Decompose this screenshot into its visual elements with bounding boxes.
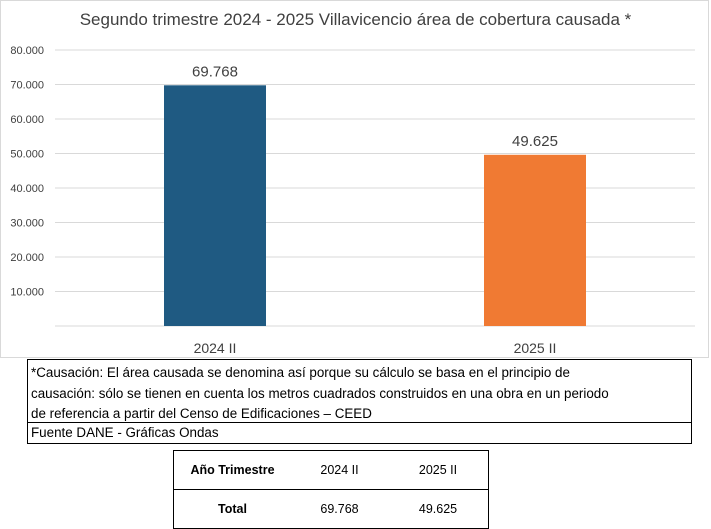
y-tick-label: 40.000 [10,183,44,195]
footnote-divider [28,422,691,423]
source-text: Fuente DANE - Gráficas Ondas [31,425,219,440]
y-tick-label: 60.000 [10,114,44,126]
table-cell: 49.625 [388,489,489,529]
x-tick-label: 2025 II [514,340,557,356]
bar-chart: 10.000 20.000 30.000 40.000 50.000 60.000 70.0… [10,45,695,356]
summary-table: Año Trimestre 2024 II 2025 II Total 69.7… [173,450,489,529]
footnote-line-3: de referencia a partir del Censo de Edif… [31,406,372,421]
footnote-line-1: *Causación: El área causada se denomina … [31,365,570,380]
y-tick-label: 80.000 [10,45,44,57]
footnote-line-2: causación: sólo se tienen en cuenta los … [31,385,609,401]
footnote-text: *Causación: El área causada se denomina … [31,363,671,425]
table-header-cell: 2024 II [320,463,359,477]
table-header-cell: 2025 II [418,463,458,477]
y-tick-label: 50.000 [10,149,44,161]
chart-frame [0,0,709,358]
data-label: 49.625 [512,133,558,150]
bar [484,154,586,326]
table-cell: Total [173,489,291,529]
chart-title: Segundo trimestre 2024 - 2025 Villavicen… [79,10,632,29]
x-tick-label: 2024 II [194,340,237,356]
table-cell: 69.768 [291,489,388,529]
footnote-box: *Causación: El área causada se denomina … [27,359,692,444]
table-row: Total 69.768 49.625 [173,489,489,529]
table-header-row: Año Trimestre 2024 II 2025 II [174,451,489,490]
y-tick-label: 30.000 [10,218,44,230]
table-header-cell: Año Trimestre [190,463,275,477]
bar [164,85,266,326]
y-tick-label: 10.000 [10,287,44,299]
data-label: 69.768 [192,63,238,80]
y-tick-label: 20.000 [10,252,44,264]
y-tick-label: 70.000 [10,80,44,92]
